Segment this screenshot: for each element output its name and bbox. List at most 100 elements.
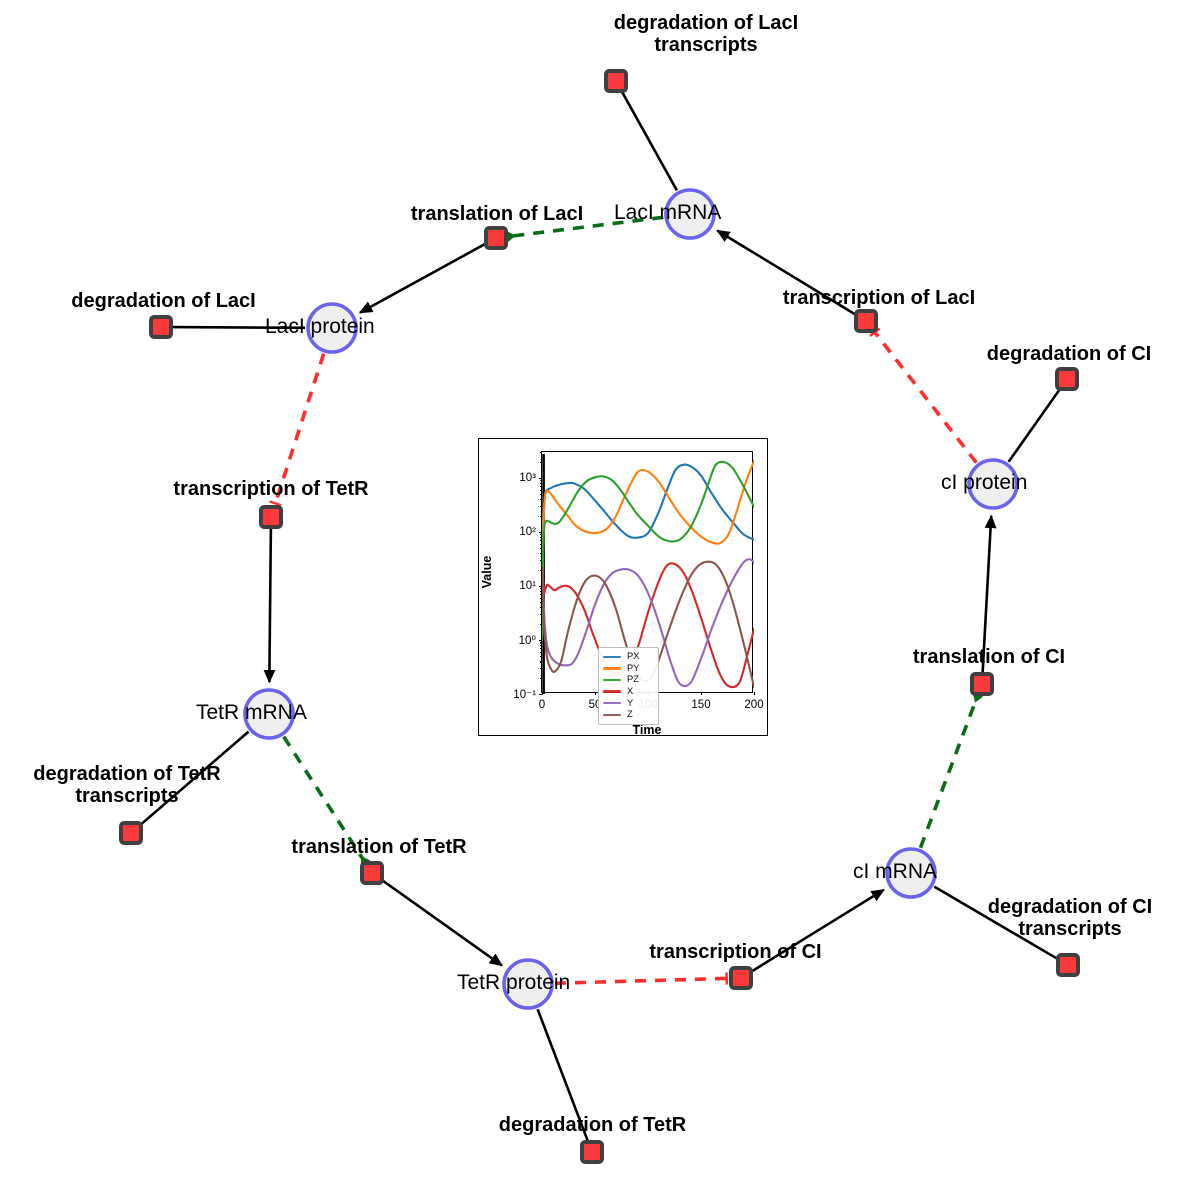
chart-series-PZ [542,460,754,641]
chart-series-PY [542,459,754,641]
chart-ytick-minor [540,668,542,670]
chart-ytick-minor [540,461,542,463]
chart-ytick-minor [540,548,542,550]
chart-ytick-minor [540,534,542,536]
chart-ytick-minor [540,515,542,517]
chart-xtick-label: 0 [538,699,546,711]
reaction-label-deg_laci_transcripts: degradation of LacI transcripts [613,12,799,57]
chart-ytick-minor [540,486,542,488]
chart-legend-item: PZ [603,674,655,686]
chart-ytick-minor [540,452,542,454]
species-node-tetr_protein[interactable] [502,958,554,1010]
chart-legend-item: PX [603,651,655,663]
chart-legend-label: X [627,685,634,696]
edge-layer [138,89,1062,1143]
chart-ytick-minor [540,543,542,545]
chart-series-Y [542,558,754,688]
edge-laci_protein-to-deg_laci [171,325,306,330]
chart-ytick-label: 10³ [519,471,536,484]
chart-ytick-minor [540,483,542,485]
chart-ytick-label: 10² [519,525,536,538]
species-label-laci_mrna: LacI mRNA [614,201,722,224]
chart-ytick-minor [540,661,542,663]
chart-ytick-minor [540,607,542,609]
chart-xtick-label: 150 [691,699,711,711]
reaction-node-deg_tetr[interactable] [580,1140,604,1164]
chart-ytick [538,477,542,479]
chart-ytick-minor [540,553,542,555]
reaction-node-deg_ci[interactable] [1055,367,1079,391]
edge-tetr_protein-to-deg_tetr [536,1008,590,1143]
chart-legend-swatch [603,690,621,693]
species-node-laci_mrna[interactable] [664,188,716,240]
species-label-tetr_protein: TetR protein [457,971,571,994]
edge-ci_mrna-to-deg_ci_transcripts [933,885,1060,961]
chart-ytick-minor [540,540,542,542]
chart-ytick-minor [540,560,542,562]
reaction-node-transcription_ci[interactable] [729,966,753,990]
chart-legend: PX PY PZ X Y Z [598,647,659,725]
reaction-label-translation_ci: translation of CI [912,646,1066,668]
chart-series-svg [542,454,754,694]
edge-ci_mrna-to-translation_ci [918,687,983,849]
species-label-ci_protein: cI protein [941,471,1028,494]
reaction-node-translation_laci[interactable] [484,226,508,250]
edge-translation_laci-to-laci_protein [358,242,487,314]
chart-ytick-label: 10⁻¹ [513,689,536,701]
reaction-node-transcription_laci[interactable] [854,309,878,333]
reaction-label-translation_tetr: translation of TetR [291,836,467,858]
reaction-node-translation_ci[interactable] [970,672,994,696]
chart-series-PX [542,463,754,641]
chart-ytick-label: 10¹ [519,579,536,592]
edge-ci_protein-to-transcription_laci [869,327,978,464]
chart-ytick-minor [540,588,542,590]
chart-ytick-minor [540,480,542,482]
species-node-tetr_mrna[interactable] [243,688,295,740]
edge-transcription_laci-to-laci_mrna [716,229,858,317]
chart-series-Z [542,560,754,689]
reaction-label-deg_tetr: degradation of TetR [498,1114,687,1136]
reaction-label-deg_ci_transcripts: degradation of CI transcripts [987,896,1153,941]
edge-translation_ci-to-ci_protein [981,514,997,674]
chart-ytick-minor [540,591,542,593]
reaction-node-translation_tetr[interactable] [360,861,384,885]
reaction-node-deg_laci[interactable] [149,315,173,339]
chart-ytick [538,585,542,587]
chart-xtick [754,692,756,696]
edge-laci_protein-to-transcription_tetr [269,353,326,507]
node-layer [119,69,1080,1164]
reaction-label-deg_tetr_transcripts: degradation of TetR transcripts [33,763,221,808]
species-node-laci_protein[interactable] [306,302,358,354]
chart-x-axis-title: Time [632,723,662,737]
chart-xtick-label: 200 [744,699,764,711]
species-node-ci_mrna[interactable] [885,847,937,899]
timecourse-inset-figure: Value Time 10⁻¹10⁰10¹10²10³050100150200 … [478,438,768,737]
reaction-node-deg_laci_transcripts[interactable] [604,69,628,93]
chart-legend-item: Z [603,709,655,721]
chart-ytick-minor [540,569,542,571]
chart-legend-swatch [603,713,621,716]
species-node-ci_protein[interactable] [967,458,1019,510]
chart-legend-item: X [603,686,655,698]
chart-legend-item: PY [603,663,655,675]
reaction-node-transcription_tetr[interactable] [259,505,283,529]
chart-legend-label: PY [627,662,640,673]
reaction-label-transcription_laci: transcription of LacI [782,287,976,309]
chart-ytick-minor [540,677,542,679]
edge-transcription_ci-to-ci_mrna [749,888,885,974]
chart-legend-label: PX [627,651,640,662]
chart-ytick-minor [540,489,542,491]
edge-laci_mrna-to-translation_laci [500,215,664,242]
reaction-node-deg_tetr_transcripts[interactable] [119,821,143,845]
chart-ytick-minor [540,594,542,596]
chart-ytick-minor [540,537,542,539]
chart-ytick-label: 10⁰ [518,634,536,647]
edge-ci_protein-to-deg_ci [1007,387,1062,463]
reaction-node-deg_ci_transcripts[interactable] [1056,953,1080,977]
chart-legend-swatch [603,655,621,658]
chart-legend-item: Y [603,697,655,709]
edge-deg_laci_transcripts-to-laci_mrna [620,89,679,192]
reaction-label-transcription_tetr: transcription of TetR [173,478,369,500]
